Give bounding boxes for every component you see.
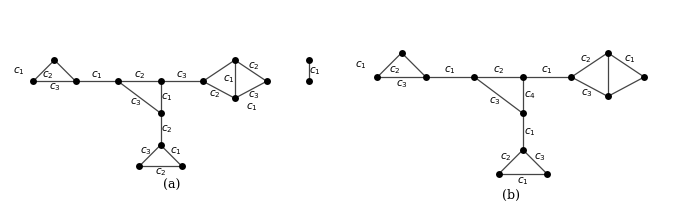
Text: $c_1$: $c_1$: [517, 175, 529, 187]
Text: $c_1$: $c_1$: [355, 59, 366, 71]
Text: $c_3$: $c_3$: [130, 96, 142, 108]
Text: $c_1$: $c_1$: [91, 69, 103, 81]
Text: $c_4$: $c_4$: [524, 89, 535, 101]
Text: $c_3$: $c_3$: [140, 145, 151, 157]
Text: $c_1$: $c_1$: [12, 65, 25, 77]
Text: $c_2$: $c_2$: [134, 69, 145, 81]
Text: $c_2$: $c_2$: [500, 151, 512, 163]
Text: $c_2$: $c_2$: [161, 123, 173, 135]
Text: $c_1$: $c_1$: [161, 91, 173, 103]
Text: $c_3$: $c_3$: [248, 89, 259, 101]
Text: $c_3$: $c_3$: [580, 87, 593, 99]
Text: $c_1$: $c_1$: [542, 64, 553, 76]
Text: $c_2$: $c_2$: [493, 64, 505, 76]
Text: $c_3$: $c_3$: [534, 151, 546, 163]
Text: $c_1$: $c_1$: [309, 65, 321, 77]
Text: $c_2$: $c_2$: [42, 69, 54, 81]
Text: $c_3$: $c_3$: [48, 81, 60, 93]
Text: $c_2$: $c_2$: [155, 166, 166, 178]
Text: $c_3$: $c_3$: [396, 78, 408, 90]
Text: $c_1$: $c_1$: [444, 64, 456, 76]
Text: $c_2$: $c_2$: [209, 88, 220, 100]
Text: $c_2$: $c_2$: [389, 64, 400, 76]
Text: $c_1$: $c_1$: [170, 145, 181, 157]
Text: $c_2$: $c_2$: [580, 53, 592, 65]
Text: $c_3$: $c_3$: [489, 95, 501, 107]
Text: (b): (b): [502, 189, 520, 202]
Text: $c_3$: $c_3$: [176, 69, 188, 81]
Text: $c_1$: $c_1$: [624, 53, 636, 65]
Text: $c_1$: $c_1$: [223, 73, 235, 85]
Text: $c_1$: $c_1$: [524, 126, 535, 137]
Text: $c_2$: $c_2$: [248, 60, 260, 72]
Text: $c_1$: $c_1$: [246, 101, 258, 113]
Text: (a): (a): [162, 179, 180, 192]
